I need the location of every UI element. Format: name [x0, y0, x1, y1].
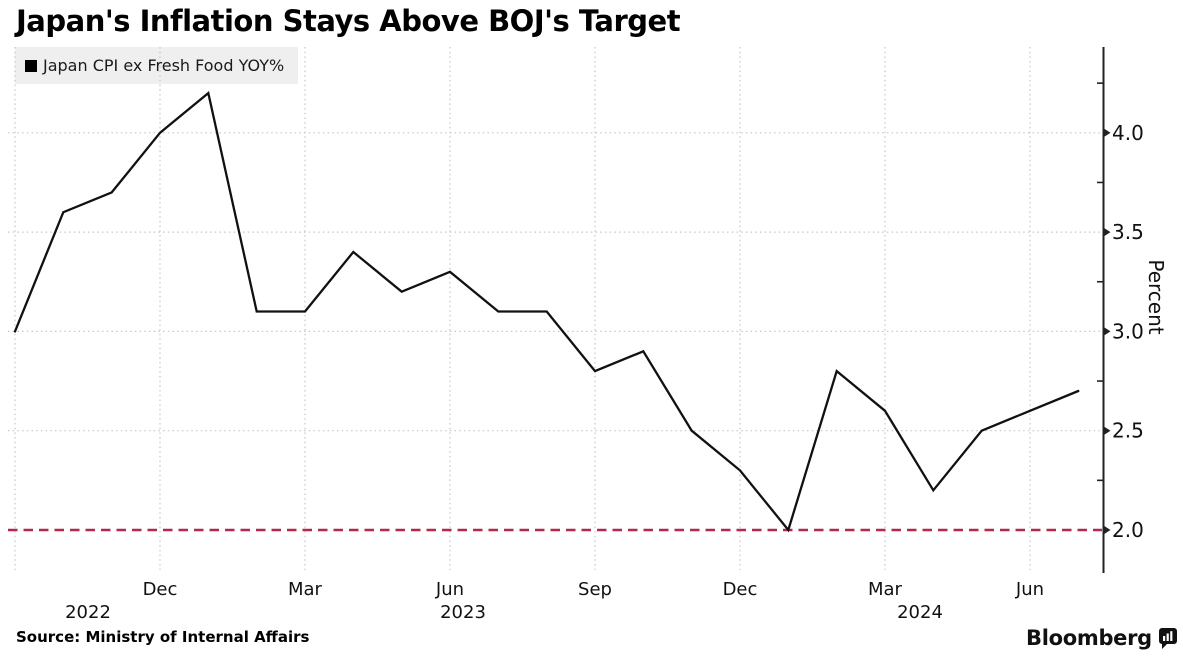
y-tick-label: 3.5 — [1112, 220, 1144, 244]
y-tick — [1103, 525, 1111, 535]
y-tick — [1103, 426, 1111, 436]
y-tick — [1103, 128, 1111, 138]
legend: Japan CPI ex Fresh Food YOY% — [25, 47, 284, 84]
y-tick-label: 2.0 — [1112, 518, 1144, 542]
bar-chart-bubble-icon — [1158, 627, 1177, 649]
brand-logo: Bloomberg — [1026, 626, 1177, 650]
chart-title: Japan's Inflation Stays Above BOJ's Targ… — [16, 4, 681, 38]
x-tick-label: Jun — [435, 579, 464, 600]
source-note: Source: Ministry of Internal Affairs — [16, 628, 310, 646]
legend-marker-icon — [25, 59, 37, 72]
x-tick-label: Sep — [578, 579, 612, 600]
y-axis-title: Percent — [1144, 259, 1168, 334]
y-tick-label: 4.0 — [1112, 121, 1144, 145]
legend-background — [15, 47, 298, 84]
x-tick-label: Dec — [723, 579, 758, 600]
cpi-line — [13, 91, 1080, 533]
y-tick-label: 2.5 — [1112, 419, 1144, 443]
x-year-label: 2024 — [897, 602, 943, 623]
x-year-label: 2022 — [65, 602, 111, 623]
x-tick-label: Mar — [288, 579, 323, 600]
x-tick-label: Jun — [1015, 579, 1044, 600]
x-tick-label: Dec — [143, 579, 178, 600]
brand-wordmark: Bloomberg — [1026, 626, 1152, 650]
y-tick — [1103, 227, 1111, 237]
x-year-label: 2023 — [440, 602, 486, 623]
y-tick — [1103, 326, 1111, 336]
y-tick-label: 3.0 — [1112, 319, 1144, 343]
legend-label: Japan CPI ex Fresh Food YOY% — [43, 56, 285, 75]
x-tick-label: Mar — [868, 579, 903, 600]
